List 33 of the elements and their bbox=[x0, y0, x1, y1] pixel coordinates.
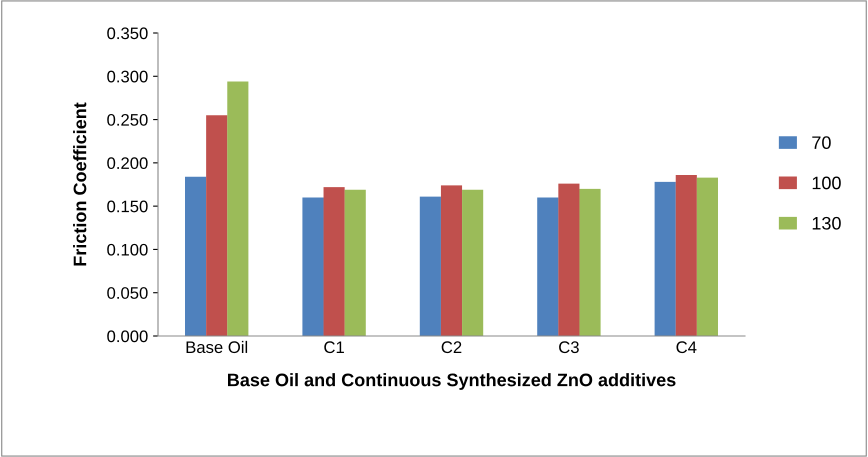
x-axis-title: Base Oil and Continuous Synthesized ZnO additives bbox=[228, 373, 676, 390]
bar bbox=[420, 196, 441, 336]
bar bbox=[558, 184, 580, 336]
x-tick-label: Base Oil bbox=[186, 340, 248, 354]
bar bbox=[696, 178, 718, 336]
bar bbox=[537, 197, 558, 336]
bar bbox=[302, 197, 324, 336]
y-tick-label: 0.100 bbox=[107, 244, 148, 256]
y-tick-label: 0.350 bbox=[107, 27, 148, 40]
bar bbox=[440, 185, 462, 336]
y-tick-label: 0.300 bbox=[107, 70, 148, 82]
bar bbox=[344, 190, 366, 336]
y-tick-label: 0.000 bbox=[107, 330, 148, 342]
y-tick-label: 0.200 bbox=[107, 157, 148, 170]
y-tick-label: 0.250 bbox=[107, 114, 148, 126]
bar bbox=[462, 190, 484, 336]
x-tick-label: C3 bbox=[559, 341, 579, 354]
bar bbox=[324, 187, 345, 336]
y-axis-title: Friction Coefficient bbox=[73, 102, 86, 266]
legend-label: 100 bbox=[812, 176, 841, 190]
bar bbox=[579, 188, 601, 336]
x-tick-label: C1 bbox=[324, 341, 344, 354]
x-tick-label: C2 bbox=[442, 341, 462, 354]
bar bbox=[654, 182, 676, 336]
x-tick-label: C4 bbox=[676, 341, 696, 354]
y-tick-label: 0.150 bbox=[107, 200, 148, 212]
bar bbox=[185, 176, 206, 336]
y-tick-label: 0.050 bbox=[107, 287, 148, 299]
legend-label: 130 bbox=[812, 216, 841, 230]
legend-label: 70 bbox=[812, 136, 831, 150]
bar bbox=[676, 174, 697, 336]
bar bbox=[227, 81, 248, 336]
bar bbox=[206, 115, 228, 336]
